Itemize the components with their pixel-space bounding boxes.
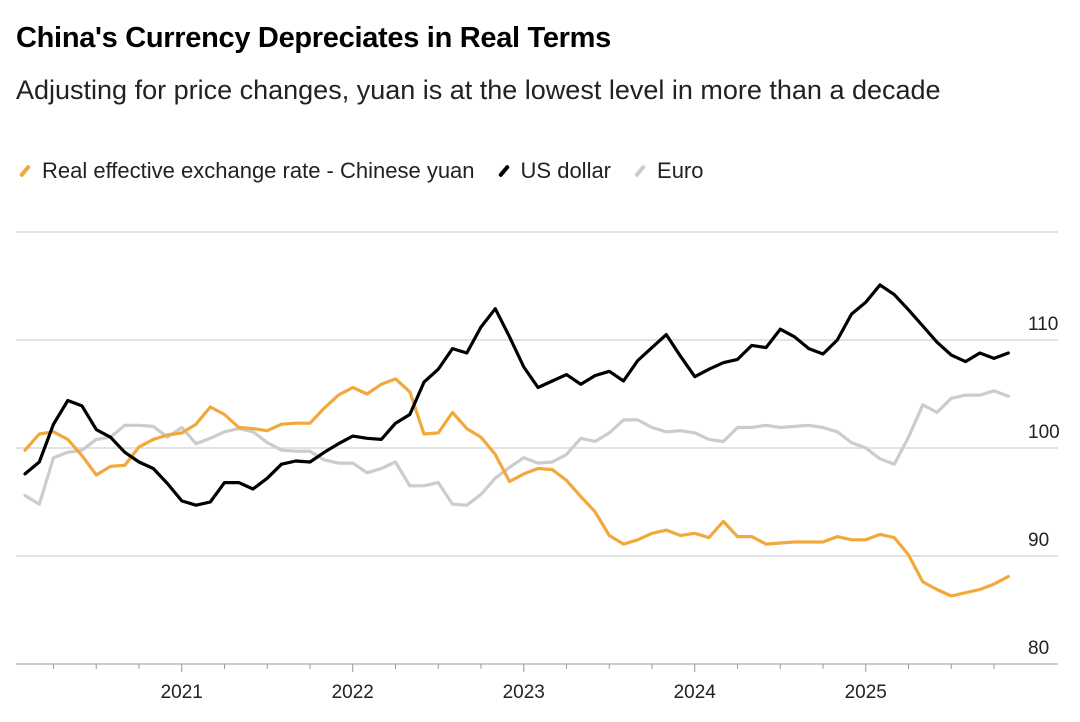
legend-item-euro: Euro bbox=[633, 158, 704, 184]
x-tick-label: 2021 bbox=[161, 682, 203, 703]
legend-item-usd: US dollar bbox=[497, 158, 611, 184]
legend-item-yuan: Real effective exchange rate - Chinese y… bbox=[18, 158, 475, 184]
x-tick-label: 2025 bbox=[845, 682, 887, 703]
x-tick-label: 2023 bbox=[503, 682, 545, 703]
legend-label-euro: Euro bbox=[657, 158, 704, 183]
legend-label-usd: US dollar bbox=[520, 158, 612, 183]
series-line-euro bbox=[23, 389, 1010, 507]
series-line-usd bbox=[23, 283, 1010, 507]
y-tick-label: 110 bbox=[1028, 314, 1058, 335]
legend: Real effective exchange rate - Chinese y… bbox=[18, 158, 704, 184]
x-tick-label: 2024 bbox=[674, 682, 717, 703]
y-tick-label: 80 bbox=[1028, 638, 1049, 659]
y-tick-label: 90 bbox=[1028, 530, 1049, 551]
x-tick-label: 2022 bbox=[332, 682, 374, 703]
series-line-yuan bbox=[23, 377, 1010, 598]
chart-title: China's Currency Depreciates in Real Ter… bbox=[16, 22, 611, 54]
chart-subtitle: Adjusting for price changes, yuan is at … bbox=[16, 75, 941, 105]
legend-label-yuan: Real effective exchange rate - Chinese y… bbox=[42, 158, 475, 183]
y-tick-label: 100 bbox=[1028, 422, 1060, 443]
